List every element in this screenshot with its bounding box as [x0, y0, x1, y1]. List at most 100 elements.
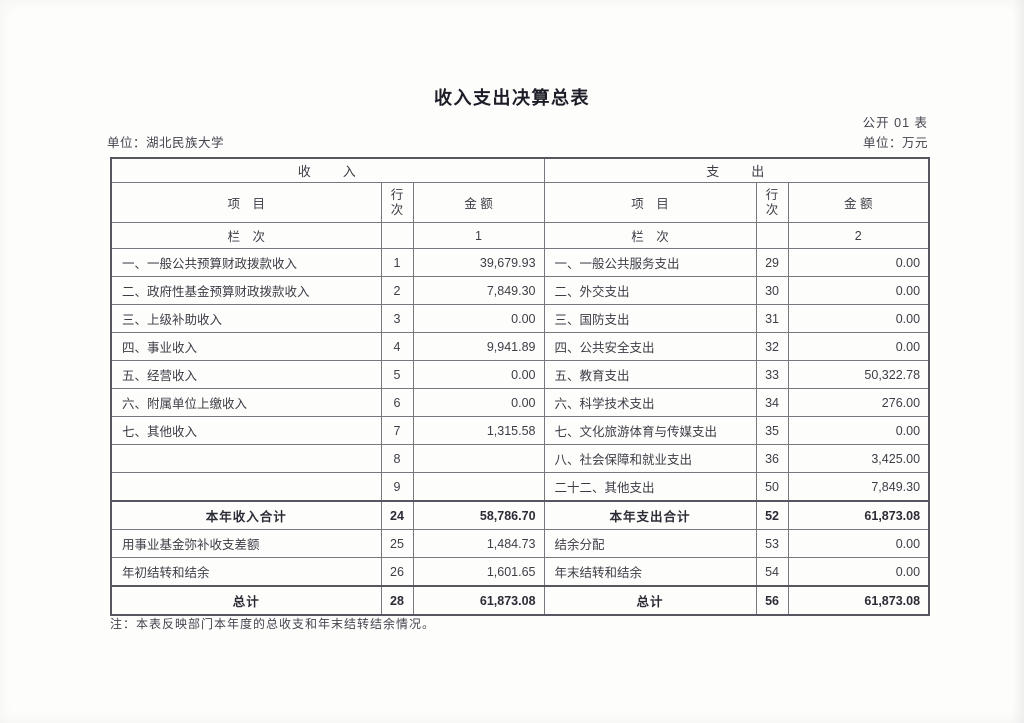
table-body: 一、一般公共预算财政拨款收入 1 39,679.93 一、一般公共服务支出 29 0.00… — [110, 248, 930, 616]
income-index-label: 栏 次 — [110, 222, 382, 249]
item-cell: 五、经营收入 — [110, 360, 382, 389]
line-cell: 53 — [755, 529, 789, 558]
table-row: 一、一般公共预算财政拨款收入 1 39,679.93 一、一般公共服务支出 29 0.00 — [110, 248, 930, 277]
income-line-col-header: 行次 — [380, 182, 414, 223]
income-section-header: 收 入 — [110, 157, 545, 183]
amount-cell: 0.00 — [787, 248, 930, 277]
line-cell: 34 — [755, 388, 789, 417]
item-cell: 结余分配 — [543, 529, 757, 558]
table-row: 六、附属单位上缴收入 6 0.00 六、科学技术支出 34 276.00 — [110, 388, 930, 417]
expense-line-col-header: 行次 — [755, 182, 789, 223]
table-row: 三、上级补助收入 3 0.00 三、国防支出 31 0.00 — [110, 304, 930, 333]
item-cell: 总计 — [543, 585, 757, 616]
line-cell: 50 — [755, 472, 789, 502]
amount-cell: 50,322.78 — [787, 360, 930, 389]
amount-cell: 61,873.08 — [787, 585, 930, 616]
line-cell: 33 — [755, 360, 789, 389]
amount-cell: 7,849.30 — [787, 472, 930, 502]
line-cell: 26 — [380, 557, 414, 587]
table-row: 年初结转和结余 26 1,601.65 年末结转和结余 54 0.00 — [110, 557, 930, 587]
item-cell: 二、外交支出 — [543, 276, 757, 305]
amount-cell: 3,425.00 — [787, 444, 930, 473]
item-cell: 六、科学技术支出 — [543, 388, 757, 417]
column-index-row: 栏 次 1 栏 次 2 — [110, 222, 930, 249]
item-cell: 年末结转和结余 — [543, 557, 757, 587]
amount-cell: 9,941.89 — [412, 332, 545, 361]
item-cell: 用事业基金弥补收支差额 — [110, 529, 382, 558]
item-cell — [110, 472, 382, 502]
table-row: 五、经营收入 5 0.00 五、教育支出 33 50,322.78 — [110, 360, 930, 389]
item-cell: 年初结转和结余 — [110, 557, 382, 587]
line-cell: 1 — [380, 248, 414, 277]
line-cell: 30 — [755, 276, 789, 305]
org-unit: 单位：湖北民族大学 — [107, 136, 225, 150]
amount-cell — [412, 444, 545, 473]
item-cell: 四、事业收入 — [110, 332, 382, 361]
amount-cell: 61,873.08 — [787, 500, 930, 530]
item-cell: 六、附属单位上缴收入 — [110, 388, 382, 417]
amount-cell: 1,601.65 — [412, 557, 545, 587]
amount-cell: 0.00 — [787, 276, 930, 305]
expense-section-header: 支 出 — [543, 157, 930, 183]
amount-cell: 0.00 — [787, 529, 930, 558]
expense-index-label: 栏 次 — [543, 222, 757, 249]
line-cell: 5 — [380, 360, 414, 389]
amount-cell: 0.00 — [787, 416, 930, 445]
expense-index-value: 2 — [787, 222, 930, 249]
item-cell: 二、政府性基金预算财政拨款收入 — [110, 276, 382, 305]
line-cell: 6 — [380, 388, 414, 417]
line-cell: 25 — [380, 529, 414, 558]
item-cell: 一、一般公共服务支出 — [543, 248, 757, 277]
item-cell: 四、公共安全支出 — [543, 332, 757, 361]
table-row: 8 八、社会保障和就业支出 36 3,425.00 — [110, 444, 930, 473]
table-row: 用事业基金弥补收支差额 25 1,484.73 结余分配 53 0.00 — [110, 529, 930, 558]
line-cell: 2 — [380, 276, 414, 305]
table-row: 二、政府性基金预算财政拨款收入 2 7,849.30 二、外交支出 30 0.00 — [110, 276, 930, 305]
expense-amount-col-header: 金 额 — [787, 182, 930, 223]
item-cell: 八、社会保障和就业支出 — [543, 444, 757, 473]
line-cell: 52 — [755, 500, 789, 530]
amount-cell: 0.00 — [787, 332, 930, 361]
line-cell: 36 — [755, 444, 789, 473]
amount-cell: 1,484.73 — [412, 529, 545, 558]
item-cell: 本年收入合计 — [110, 500, 382, 530]
line-cell: 24 — [380, 500, 414, 530]
amount-cell: 0.00 — [787, 304, 930, 333]
income-line-col-label: 行次 — [390, 187, 404, 217]
table-code: 公开 01 表 — [862, 116, 928, 130]
amount-cell: 0.00 — [412, 388, 545, 417]
table-row: 9 二十二、其他支出 50 7,849.30 — [110, 472, 930, 502]
table-row: 四、事业收入 4 9,941.89 四、公共安全支出 32 0.00 — [110, 332, 930, 361]
amount-cell: 1,315.58 — [412, 416, 545, 445]
amount-cell: 61,873.08 — [412, 585, 545, 616]
income-index-value: 1 — [412, 222, 545, 249]
item-cell: 七、其他收入 — [110, 416, 382, 445]
currency-unit: 单位：万元 — [862, 136, 928, 150]
amount-cell: 276.00 — [787, 388, 930, 417]
line-cell: 4 — [380, 332, 414, 361]
line-cell: 28 — [380, 585, 414, 616]
column-header-row: 项 目 行次 金 额 项 目 行次 金 额 — [110, 182, 930, 223]
item-cell: 一、一般公共预算财政拨款收入 — [110, 248, 382, 277]
expense-line-col-label: 行次 — [765, 187, 779, 217]
amount-cell — [412, 472, 545, 502]
item-cell: 三、国防支出 — [543, 304, 757, 333]
page-title: 收入支出决算总表 — [434, 88, 590, 108]
table-row: 本年收入合计 24 58,786.70 本年支出合计 52 61,873.08 — [110, 500, 930, 530]
item-cell: 本年支出合计 — [543, 500, 757, 530]
amount-cell: 39,679.93 — [412, 248, 545, 277]
item-cell: 二十二、其他支出 — [543, 472, 757, 502]
amount-cell: 58,786.70 — [412, 500, 545, 530]
line-cell: 56 — [755, 585, 789, 616]
item-cell: 五、教育支出 — [543, 360, 757, 389]
line-cell: 54 — [755, 557, 789, 587]
expense-index-line-blank — [755, 222, 789, 249]
item-cell: 三、上级补助收入 — [110, 304, 382, 333]
item-cell: 七、文化旅游体育与传媒支出 — [543, 416, 757, 445]
line-cell: 8 — [380, 444, 414, 473]
line-cell: 35 — [755, 416, 789, 445]
income-amount-col-header: 金 额 — [412, 182, 545, 223]
income-index-line-blank — [380, 222, 414, 249]
section-header-row: 收 入 支 出 — [110, 157, 930, 183]
